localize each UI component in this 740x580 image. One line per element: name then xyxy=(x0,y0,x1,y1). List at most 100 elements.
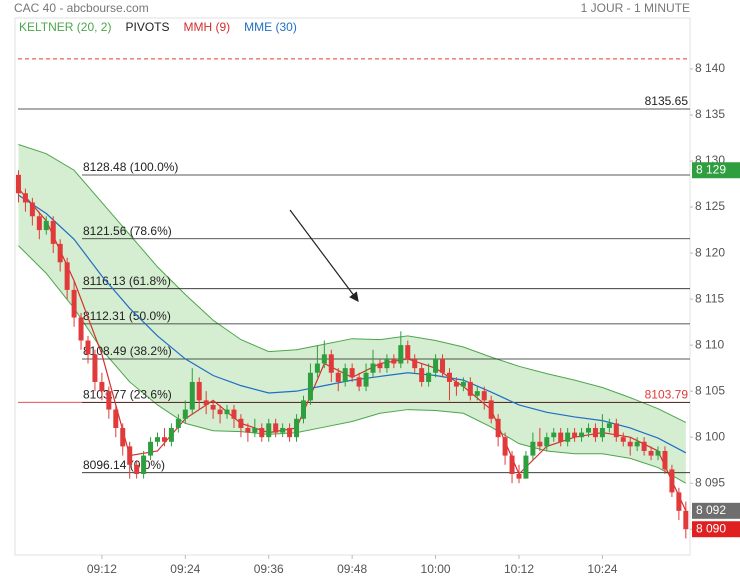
candle-body xyxy=(363,372,369,387)
candle-body xyxy=(398,345,404,364)
candle-body xyxy=(259,427,265,438)
candle-body xyxy=(127,446,133,465)
candle-body xyxy=(328,354,334,373)
legend-entry: KELTNER (20, 2) xyxy=(19,20,111,34)
candle-body xyxy=(300,400,306,419)
candle-body xyxy=(634,441,640,447)
candle-body xyxy=(676,492,682,511)
candle-body xyxy=(252,427,258,433)
candle-body xyxy=(474,391,480,396)
candle-body xyxy=(321,354,327,364)
legend-entry: MMH (9) xyxy=(184,20,231,34)
candle-body xyxy=(446,372,452,382)
pivot-label: 8103.77 (23.6%) xyxy=(83,388,172,402)
candle-body xyxy=(224,409,230,415)
candle-body xyxy=(523,455,529,479)
x-tick-label: 10:24 xyxy=(587,562,617,576)
candle-body xyxy=(238,418,244,428)
pivot-label: 8096.14 (0.0%) xyxy=(83,458,165,472)
candle-body xyxy=(120,427,126,447)
y-tick-label: 8 115 xyxy=(695,291,724,305)
candle-body xyxy=(231,409,237,419)
price-tag xyxy=(692,162,740,179)
candle-body xyxy=(314,363,320,373)
candle-body xyxy=(620,437,626,442)
candle-body xyxy=(669,469,675,493)
candle-body xyxy=(307,372,313,401)
level-label: 8135.65 xyxy=(645,94,689,108)
candle-body xyxy=(266,423,272,438)
candle-body xyxy=(613,423,619,438)
candle-body xyxy=(168,427,174,442)
header-period: 1 JOUR - 1 MINUTE xyxy=(581,1,690,15)
candle-body xyxy=(683,510,689,530)
candle-body xyxy=(36,216,42,231)
candle-body xyxy=(481,391,487,401)
candle-body xyxy=(384,358,390,369)
pivot-label: 8128.48 (100.0%) xyxy=(83,160,178,174)
y-tick-label: 8 105 xyxy=(695,383,725,397)
candle-body xyxy=(516,473,522,479)
candle-body xyxy=(71,289,77,318)
candle-body xyxy=(78,317,84,341)
candle-body xyxy=(280,427,286,433)
price-tag-label: 8 129 xyxy=(696,162,726,176)
candle-body xyxy=(287,427,293,438)
x-tick-label: 09:24 xyxy=(170,562,200,576)
candle-body xyxy=(175,418,181,428)
candle-body xyxy=(356,377,362,387)
x-tick-label: 09:12 xyxy=(87,562,117,576)
y-tick-label: 8 100 xyxy=(695,429,725,443)
candle-body xyxy=(544,437,550,447)
candle-body xyxy=(92,354,98,382)
candle-body xyxy=(412,358,418,369)
candle-body xyxy=(161,437,167,442)
candle-body xyxy=(203,400,209,405)
y-tick-label: 8 125 xyxy=(695,199,725,213)
price-tag-label: 8 092 xyxy=(696,503,726,517)
price-tag xyxy=(692,502,740,519)
candle-body xyxy=(182,409,188,419)
candle-body xyxy=(217,409,223,415)
annotation-arrow xyxy=(289,209,359,302)
candle-body xyxy=(141,455,147,474)
candle-body xyxy=(57,243,63,263)
candle-body xyxy=(662,450,668,470)
candle-body xyxy=(22,193,28,203)
candle-body xyxy=(15,174,21,194)
x-tick-label: 10:12 xyxy=(504,562,534,576)
keltner-fill xyxy=(18,144,686,484)
candle-body xyxy=(495,418,501,438)
candle-body xyxy=(488,400,494,419)
candle-body xyxy=(627,441,633,447)
y-tick-label: 8 110 xyxy=(695,337,724,351)
candle-body xyxy=(502,437,508,456)
candle-body xyxy=(273,423,279,433)
keltner-upper xyxy=(18,143,687,423)
candle-body xyxy=(210,404,216,410)
candle-body xyxy=(155,437,161,442)
pivot-label: 8121.56 (78.6%) xyxy=(83,224,172,238)
pivot-label: 8112.31 (50.0%) xyxy=(83,309,171,323)
candle-body xyxy=(419,368,425,382)
candle-body xyxy=(370,363,376,373)
y-tick-label: 8 095 xyxy=(695,475,725,489)
plot-layer: KELTNER (20, 2) PIVOTS MMH (9) MME (30) 8 09… xyxy=(15,20,740,576)
candle-body xyxy=(64,262,70,290)
candle-body xyxy=(405,345,411,359)
pivot-label: 8116.13 (61.8%) xyxy=(83,274,171,288)
candle-body xyxy=(565,432,571,442)
candle-body xyxy=(579,432,585,438)
candle-body xyxy=(586,427,592,433)
header-title: CAC 40 - abcbourse.com xyxy=(14,1,149,15)
x-tick-label: 10:00 xyxy=(421,562,451,576)
candle-body xyxy=(460,381,466,387)
candle-body xyxy=(134,464,140,474)
candle-body xyxy=(426,372,432,382)
candle-body xyxy=(391,358,397,364)
candle-body xyxy=(572,432,578,438)
candle-body xyxy=(342,368,348,382)
candle-body xyxy=(349,368,355,378)
